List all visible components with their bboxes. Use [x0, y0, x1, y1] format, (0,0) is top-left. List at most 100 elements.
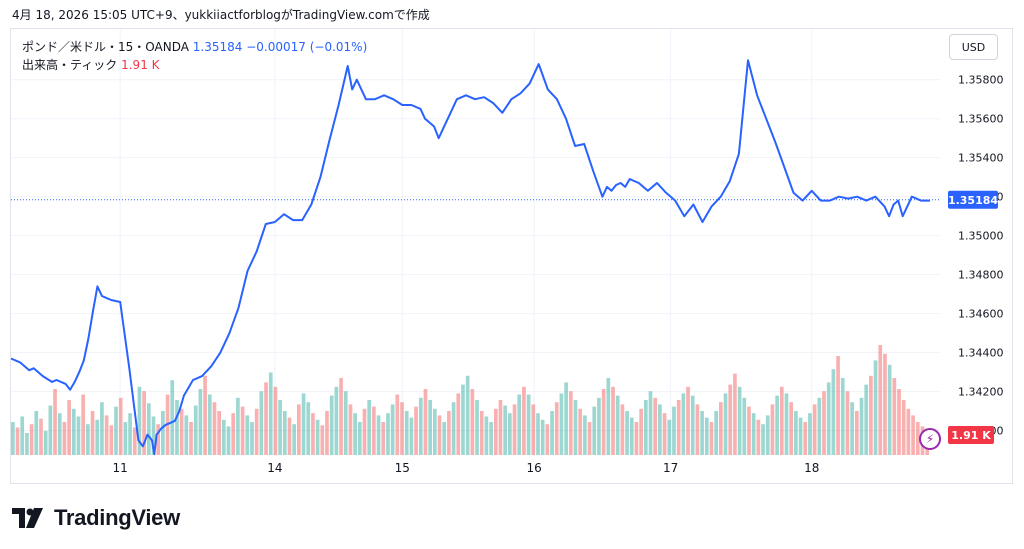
volume-bar [728, 384, 733, 455]
volume-bar [353, 413, 357, 455]
volume-bar [362, 408, 367, 455]
volume-bar [559, 393, 564, 455]
volume-bar [643, 400, 648, 455]
volume-bar [432, 408, 437, 455]
volume-bar [864, 384, 869, 455]
chart-frame[interactable] [10, 28, 1013, 484]
volume-bar [43, 430, 48, 455]
volume-bar [240, 406, 245, 455]
volume-bar [564, 382, 568, 455]
volume-bar [104, 415, 109, 455]
y-tick-label: 1.34800 [958, 269, 1004, 282]
volume-bar [292, 424, 297, 455]
volume-bar [100, 402, 104, 455]
volume-bar [662, 413, 667, 455]
volume-bar [175, 400, 179, 455]
volume-bar [189, 422, 193, 455]
volume-bar [339, 378, 343, 455]
volume-bar [789, 402, 794, 455]
tv-logo-icon [12, 508, 43, 528]
y-tick-label: 1.35800 [958, 74, 1004, 87]
volume-bar [648, 391, 653, 455]
y-tick-label: 1.34400 [958, 347, 1004, 360]
volume-bar [733, 373, 737, 455]
volume-bar [475, 400, 479, 455]
volume-bar [212, 402, 217, 455]
volume-bar [897, 389, 901, 455]
volume-bar [784, 393, 789, 455]
volume-bar [550, 411, 554, 455]
volume-bar [34, 411, 39, 455]
volume-bar [456, 393, 461, 455]
volume-bar [428, 400, 432, 455]
tradingview-logo[interactable]: TradingView [12, 505, 180, 531]
volume-bar [442, 422, 447, 455]
volume-bar [465, 375, 470, 455]
volume-bar [114, 406, 118, 455]
x-tick-label: 18 [804, 461, 819, 475]
lightning-icon[interactable]: ⚡ [919, 428, 941, 450]
volume-bar [836, 356, 840, 455]
volume-bar [592, 406, 597, 455]
volume-bar [709, 422, 714, 455]
volume-bar [915, 422, 920, 455]
x-tick-label: 11 [113, 461, 128, 475]
volume-bar [714, 411, 719, 455]
volume-bar [625, 411, 629, 455]
volume-bar [142, 391, 146, 455]
volume-bar [367, 400, 372, 455]
volume-bar [250, 422, 254, 455]
volume-bar [887, 364, 892, 455]
volume-bar [554, 402, 559, 455]
volume-bar [329, 395, 334, 455]
x-tick-label: 17 [663, 461, 678, 475]
volume-bar [184, 415, 189, 455]
volume-bar [76, 416, 81, 455]
volume-bar [67, 400, 71, 455]
volume-bar [264, 382, 268, 455]
volume-bar [901, 400, 906, 455]
volume-bar [573, 400, 578, 455]
volume-bar [700, 411, 704, 455]
volume-bar [343, 391, 348, 455]
volume-bar [203, 375, 207, 455]
volume-bar [404, 411, 409, 455]
volume-bar [906, 408, 911, 455]
volume-label[interactable]: 出来高・ティック [22, 58, 118, 72]
volume-bar [198, 389, 203, 455]
volume-bar [161, 411, 165, 455]
y-tick-label: 1.35000 [958, 230, 1004, 243]
volume-bar [639, 408, 643, 455]
volume-bar [437, 415, 442, 455]
last-price-label: 1.35184 [948, 194, 998, 207]
volume-bar [747, 406, 751, 455]
volume-bar [911, 415, 915, 455]
volume-badge-label: 1.91 K [951, 429, 991, 442]
volume-bar [226, 426, 231, 455]
volume-bar [761, 424, 765, 455]
currency-button[interactable]: USD [949, 34, 998, 60]
symbol-label[interactable]: ポンド／米ドル・15・OANDA [22, 40, 189, 54]
volume-bar [526, 394, 531, 455]
volume-bar [620, 404, 625, 455]
y-tick-label: 1.35600 [958, 113, 1004, 126]
volume-bar [414, 406, 418, 455]
volume-badge [948, 426, 994, 444]
volume-bar [348, 404, 353, 455]
legend-change: −0.00017 (−0.01%) [246, 40, 368, 54]
volume-bar [390, 404, 395, 455]
volume-bar [522, 386, 526, 455]
volume-bar [615, 395, 620, 455]
volume-bar [86, 424, 90, 455]
volume-bar [170, 380, 175, 455]
volume-bar [268, 372, 273, 455]
volume-bar [878, 345, 883, 455]
volume-bar [207, 394, 212, 455]
volume-bar [751, 413, 756, 455]
x-tick-label: 15 [395, 461, 410, 475]
volume-bar [128, 413, 132, 455]
volume-bar [273, 386, 278, 455]
volume-bar [568, 391, 573, 455]
volume-bar [812, 404, 817, 455]
